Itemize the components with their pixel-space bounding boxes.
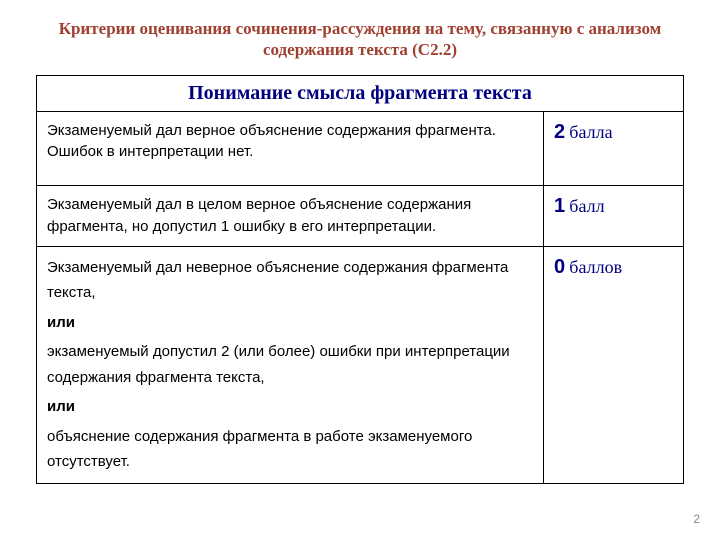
or-label: или (47, 394, 533, 420)
table-row: Экзаменуемый дал неверное объяснение сод… (37, 246, 684, 483)
gap (47, 165, 533, 179)
criterion-score: 0 баллов (544, 246, 684, 483)
table-header: Понимание смысла фрагмента текста (37, 75, 684, 111)
desc-text: Экзаменуемый дал неверное объяснение сод… (47, 255, 533, 306)
criterion-description: Экзаменуемый дал в целом верное объяснен… (37, 186, 544, 247)
criterion-score: 2 балла (544, 111, 684, 186)
rubric-table: Понимание смысла фрагмента текста Экзаме… (36, 75, 684, 484)
desc-text: Экзаменуемый дал верное объяснение содер… (47, 120, 533, 164)
slide: Критерии оценивания сочинения-рассуждени… (0, 0, 720, 540)
table-header-row: Понимание смысла фрагмента текста (37, 75, 684, 111)
desc-text: объяснение содержания фрагмента в работе… (47, 424, 533, 475)
desc-text: Экзаменуемый дал в целом верное объяснен… (47, 194, 533, 238)
slide-title: Критерии оценивания сочинения-рассуждени… (36, 18, 684, 61)
score-number: 2 (554, 121, 565, 143)
score-number: 0 (554, 256, 565, 278)
criterion-description: Экзаменуемый дал верное объяснение содер… (37, 111, 544, 186)
table-row: Экзаменуемый дал в целом верное объяснен… (37, 186, 684, 247)
page-number: 2 (693, 512, 700, 526)
score-unit: балл (569, 196, 604, 216)
score-unit: балла (569, 122, 612, 142)
desc-text: экзаменуемый допустил 2 (или более) ошиб… (47, 339, 533, 390)
table-row: Экзаменуемый дал верное объяснение содер… (37, 111, 684, 186)
score-unit: баллов (569, 257, 622, 277)
score-number: 1 (554, 195, 565, 217)
or-label: или (47, 310, 533, 336)
criterion-description: Экзаменуемый дал неверное объяснение сод… (37, 246, 544, 483)
criterion-score: 1 балл (544, 186, 684, 247)
